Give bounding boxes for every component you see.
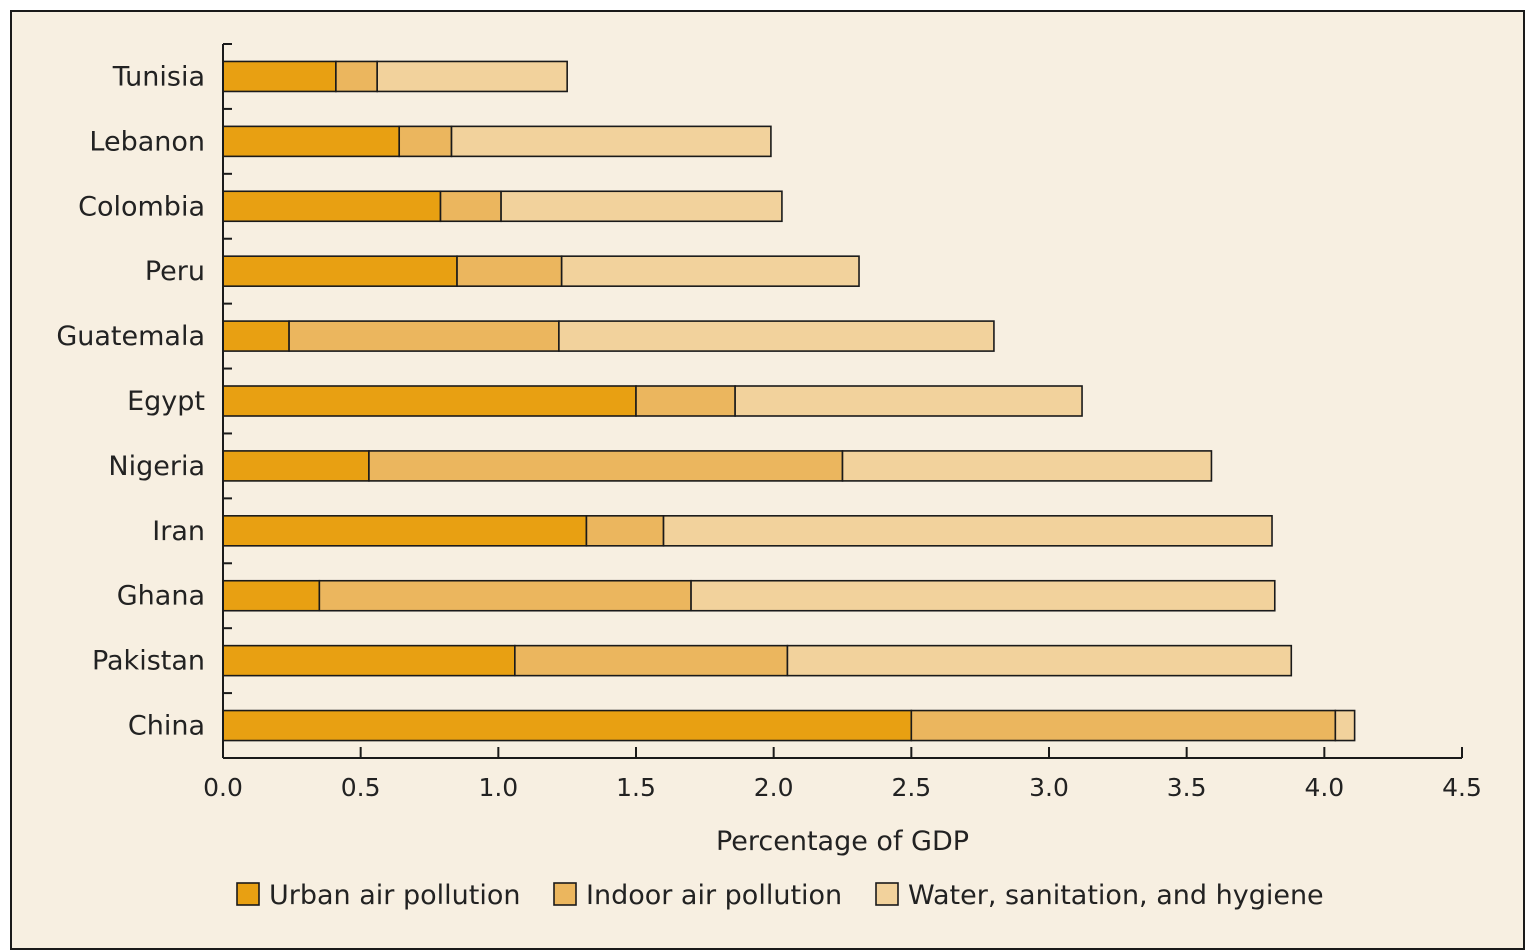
- bar-segment: [734, 385, 1083, 417]
- category-label: Colombia: [78, 191, 205, 222]
- category-label: Iran: [152, 516, 205, 547]
- bar-segment: [288, 320, 560, 352]
- bar-segment: [786, 644, 1293, 677]
- bar-segment: [318, 579, 692, 612]
- category-label: Ghana: [117, 581, 205, 612]
- bar-segment: [450, 125, 772, 158]
- bar-segment: [222, 644, 516, 677]
- category-label: Guatemala: [56, 321, 205, 352]
- x-tick-label: 0.5: [341, 773, 381, 802]
- bar-segment: [514, 644, 789, 677]
- category-label: Pakistan: [92, 646, 205, 677]
- category-label: Egypt: [127, 386, 205, 417]
- bar-segment: [335, 60, 378, 93]
- chart-frame: Tunisia Lebanon Colombia Peru Guatemala Egypt…: [10, 10, 1525, 950]
- bar-segment: [368, 450, 844, 482]
- stacked-bar-chart: Tunisia Lebanon Colombia Peru Guatemala Egypt…: [56, 43, 1482, 911]
- bar-segment: [222, 255, 458, 287]
- legend-swatch: [236, 882, 260, 906]
- bar-segment: [398, 125, 453, 158]
- bar-segment: [910, 709, 1337, 742]
- bar-segment: [222, 709, 913, 742]
- bar-segment: [222, 515, 588, 547]
- x-tick-label: 1.5: [616, 773, 656, 802]
- bar-segment: [585, 515, 665, 547]
- bar-segment: [222, 60, 337, 93]
- axes: [222, 43, 1463, 759]
- x-tick-label: 2.0: [754, 773, 794, 802]
- x-tick-label: 4.0: [1304, 773, 1344, 802]
- category-label: Nigeria: [108, 451, 205, 482]
- bar-segment: [690, 579, 1276, 612]
- x-tick-label: 3.5: [1167, 773, 1207, 802]
- bar-segment: [841, 450, 1213, 482]
- bar-segment: [222, 385, 637, 417]
- bar-segment: [558, 320, 995, 352]
- bar-segment: [222, 579, 321, 612]
- x-tick-label: 1.0: [478, 773, 518, 802]
- bar-segment: [662, 515, 1273, 547]
- x-tick-label: 4.5: [1442, 773, 1482, 802]
- x-tick-label: 3.0: [1029, 773, 1069, 802]
- bar-segment: [222, 190, 442, 223]
- legend-label: Water, sanitation, and hygiene: [908, 880, 1324, 911]
- bar-segment: [560, 255, 860, 287]
- category-label: Lebanon: [89, 126, 205, 157]
- bar-segment: [456, 255, 563, 287]
- legend: Urban air pollution Indoor air pollution W…: [236, 880, 1324, 911]
- legend-label: Indoor air pollution: [586, 880, 842, 911]
- bar-segment: [439, 190, 502, 223]
- x-axis-title: Percentage of GDP: [716, 826, 969, 857]
- legend-swatch: [875, 882, 899, 906]
- category-label: China: [128, 711, 205, 742]
- bar-segment: [222, 320, 290, 352]
- bar-segment: [1334, 709, 1356, 742]
- bar-segment: [635, 385, 736, 417]
- legend-label: Urban air pollution: [269, 880, 520, 911]
- bar-segment: [222, 125, 401, 158]
- bar-segment: [500, 190, 783, 223]
- labels: Tunisia Lebanon Colombia Peru Guatemala Egypt…: [56, 61, 1482, 802]
- bar-segment: [222, 450, 370, 482]
- x-tick-label: 2.5: [891, 773, 931, 802]
- bar-segment: [376, 60, 568, 93]
- category-label: Tunisia: [112, 61, 205, 92]
- x-tick-label: 0.0: [203, 773, 243, 802]
- bars-layer: [222, 60, 1356, 742]
- category-label: Peru: [145, 256, 205, 287]
- legend-swatch: [553, 882, 577, 906]
